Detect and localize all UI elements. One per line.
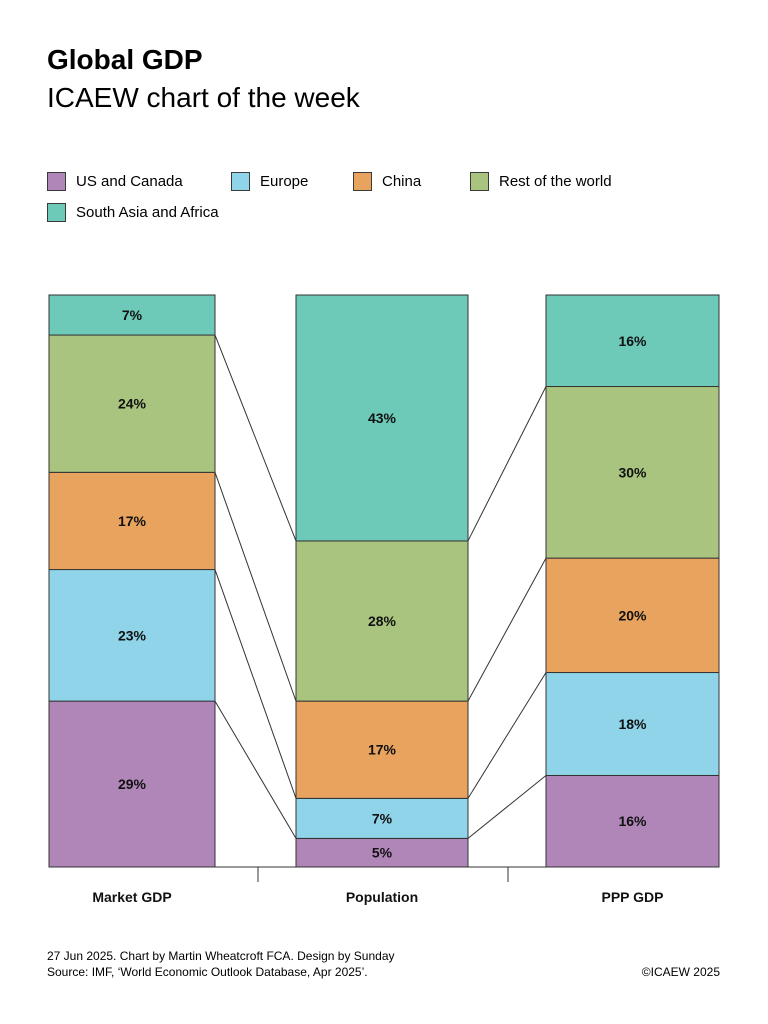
bar-population-south-asia-and-africa xyxy=(295,294,469,542)
chart-subtitle: ICAEW chart of the week xyxy=(47,82,360,113)
data-label-ppp-gdp-rest-of-the-world: 30% xyxy=(618,464,647,480)
footer-source: Source: IMF, ‘World Economic Outlook Dat… xyxy=(47,965,368,979)
legend-label-china: China xyxy=(382,172,422,190)
data-label-population-south-asia-and-africa: 43% xyxy=(368,410,397,426)
connector-line-market-gdp-us-and-canada xyxy=(214,700,297,839)
footer-copyright: ©ICAEW 2025 xyxy=(641,965,720,979)
legend-label-rest-of-the-world: Rest of the world xyxy=(499,172,612,190)
legend-swatch-south-asia-and-africa xyxy=(47,202,66,222)
legend-swatch-china xyxy=(353,171,372,191)
connector-line-population-rest-of-the-world xyxy=(467,386,547,542)
data-label-population-rest-of-the-world: 28% xyxy=(368,613,397,629)
bar-ppp-gdp-rest-of-the-world xyxy=(545,386,720,559)
x-tick-label-ppp-gdp: PPP GDP xyxy=(602,889,664,905)
legend-item-us-and-canada: US and Canada xyxy=(47,170,183,192)
bar-ppp-gdp-china xyxy=(545,557,720,674)
connector-line-population-china xyxy=(467,557,547,702)
connector-lines xyxy=(214,334,547,839)
bar-market-gdp-rest-of-the-world xyxy=(48,334,216,473)
legend-swatch-europe xyxy=(231,171,250,191)
data-label-market-gdp-rest-of-the-world: 24% xyxy=(118,396,147,412)
x-axis: Market GDP Population PPP GDP xyxy=(49,866,719,905)
data-label-ppp-gdp-us-and-canada: 16% xyxy=(618,813,647,829)
bar-ppp-gdp-south-asia-and-africa xyxy=(545,294,720,388)
legend-swatch-rest-of-the-world xyxy=(470,171,489,191)
data-label-ppp-gdp-europe: 18% xyxy=(618,716,647,732)
bar-population-us-and-canada xyxy=(295,837,469,868)
x-tick-label-population: Population xyxy=(346,889,418,905)
data-label-market-gdp-europe: 23% xyxy=(118,627,147,643)
data-label-population-china: 17% xyxy=(368,742,397,758)
bar-ppp-gdp-europe xyxy=(545,672,720,776)
data-label-ppp-gdp-china: 20% xyxy=(618,607,647,623)
legend-label-us-and-canada: US and Canada xyxy=(76,172,183,190)
bar-market-gdp-china xyxy=(48,471,216,571)
chart-title: Global GDP xyxy=(47,44,203,75)
data-label-ppp-gdp-south-asia-and-africa: 16% xyxy=(618,333,647,349)
legend-label-europe: Europe xyxy=(260,172,309,190)
legend-item-china: China xyxy=(353,170,421,192)
bar-ppp-gdp-us-and-canada xyxy=(545,774,720,868)
bar-population-china xyxy=(295,700,469,799)
legend-swatch-us-and-canada xyxy=(47,171,66,191)
bar-market-gdp-us-and-canada xyxy=(48,700,216,868)
bar-market-gdp-south-asia-and-africa xyxy=(48,294,216,336)
connector-line-population-us-and-canada xyxy=(467,775,547,839)
connector-line-market-gdp-europe xyxy=(214,569,297,799)
bar-population-rest-of-the-world xyxy=(295,540,469,702)
legend-item-rest-of-the-world: Rest of the world xyxy=(470,170,612,192)
data-label-market-gdp-china: 17% xyxy=(118,513,147,529)
legend-item-south-asia-and-africa: South Asia and Africa xyxy=(47,201,219,223)
bar-market-gdp-europe xyxy=(48,569,216,702)
bars-group xyxy=(48,294,720,868)
x-tick-label-market-gdp: Market GDP xyxy=(92,889,171,905)
legend-item-europe: Europe xyxy=(231,170,308,192)
connector-line-market-gdp-china xyxy=(214,472,297,702)
data-label-market-gdp-south-asia-and-africa: 7% xyxy=(122,307,143,323)
data-label-market-gdp-us-and-canada: 29% xyxy=(118,776,147,792)
bar-population-europe xyxy=(295,797,469,839)
legend-label-south-asia-and-africa: South Asia and Africa xyxy=(76,203,219,221)
data-label-population-us-and-canada: 5% xyxy=(372,845,393,861)
bar-labels-group: 29% 23% 17% 24% 7% 5% 7% 17% 28% 43% 16% 18% 20% 30% 1… xyxy=(118,307,647,861)
data-label-population-europe: 7% xyxy=(372,810,393,826)
connector-line-market-gdp-rest-of-the-world xyxy=(214,334,297,542)
footer-credit: 27 Jun 2025. Chart by Martin Wheatcroft … xyxy=(47,949,395,963)
connector-line-population-europe xyxy=(467,672,547,799)
